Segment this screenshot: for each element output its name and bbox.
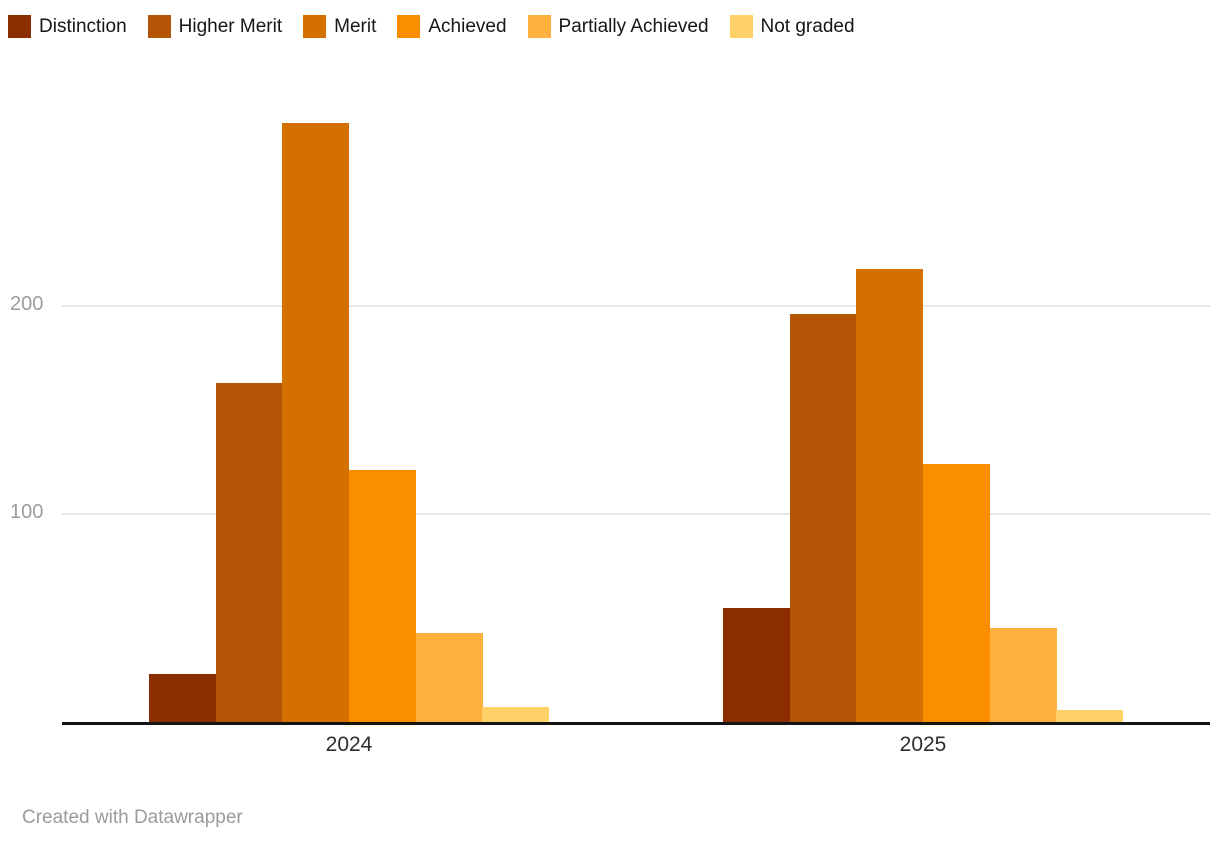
legend-swatch-icon xyxy=(729,15,753,38)
legend-item-achieved: Achieved xyxy=(397,15,507,38)
attribution: Created with Datawrapper xyxy=(22,807,243,828)
legend-label: Higher Merit xyxy=(178,16,283,37)
y-tick-label-100: 100 xyxy=(10,501,44,523)
x-axis-label-2024: 2024 xyxy=(325,733,373,756)
legend-label: Partially Achieved xyxy=(558,16,709,37)
bar-2025-achieved xyxy=(923,464,991,722)
bar-2025-higher-merit xyxy=(789,314,857,722)
bar-2024-partially-achieved xyxy=(415,632,483,722)
legend-swatch-icon xyxy=(397,15,421,38)
bar-2025-distinction xyxy=(723,607,791,722)
bar-2025-merit xyxy=(856,268,924,722)
bar-2024-distinction xyxy=(149,674,217,722)
x-axis-line xyxy=(62,722,1210,725)
legend-item-not-graded: Not graded xyxy=(729,15,855,38)
legend-swatch-icon xyxy=(8,15,31,38)
bar-2024-achieved xyxy=(349,470,417,722)
legend-label: Achieved xyxy=(428,16,507,37)
x-axis-label-2025: 2025 xyxy=(899,733,947,756)
legend-item-merit: Merit xyxy=(303,15,376,38)
legend-swatch-icon xyxy=(527,15,551,38)
legend-swatch-icon xyxy=(147,15,171,38)
gridline-100 xyxy=(62,513,1210,515)
y-tick-label-200: 200 xyxy=(10,293,44,315)
bar-2024-merit xyxy=(282,122,350,722)
legend-label: Merit xyxy=(334,16,377,37)
legend-swatch-icon xyxy=(303,15,327,38)
bar-2024-higher-merit xyxy=(215,382,283,722)
bar-2025-partially-achieved xyxy=(989,628,1057,722)
legend-item-partially-achieved: Partially Achieved xyxy=(527,15,709,38)
bar-2024-not-graded xyxy=(482,707,550,722)
legend: Distinction Higher Merit Merit Achieved Part… xyxy=(8,15,876,38)
gridline-200 xyxy=(62,305,1210,307)
bar-2025-not-graded xyxy=(1056,709,1124,722)
legend-label: Not graded xyxy=(760,16,855,37)
legend-item-distinction: Distinction xyxy=(8,15,127,38)
legend-item-higher-merit: Higher Merit xyxy=(147,15,283,38)
legend-label: Distinction xyxy=(39,16,127,37)
